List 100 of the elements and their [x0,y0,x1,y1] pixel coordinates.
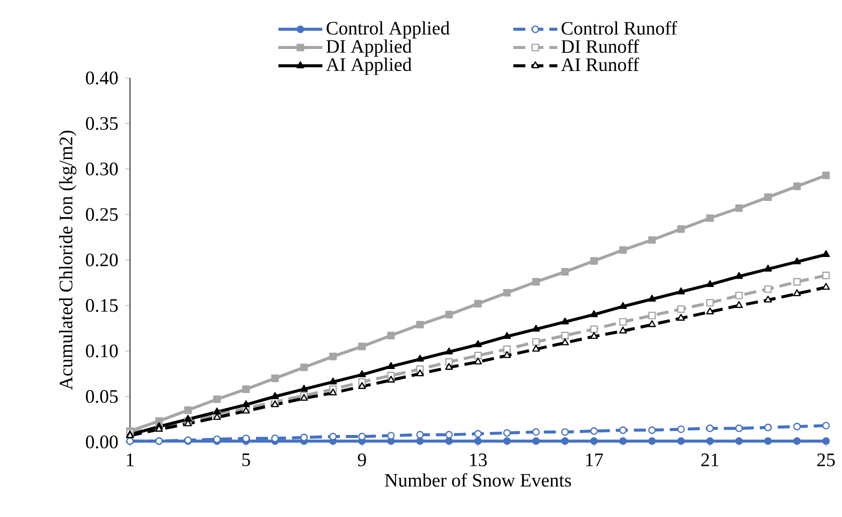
point [735,292,743,300]
point [416,437,424,445]
legend-label: AI Runoff [561,58,640,72]
point [706,298,714,307]
point [648,426,656,434]
point [561,437,569,445]
point [677,437,685,445]
point [474,437,482,445]
point [822,437,830,445]
point [822,272,830,280]
point [822,282,830,290]
point [445,310,453,318]
point [793,422,801,430]
point [735,437,743,445]
x-tick-label: 17 [586,454,603,466]
legend-label: DI Runoff [561,39,640,53]
y-tick-label: 0.15 [86,299,118,312]
y-tick-label: 0.35 [86,117,118,130]
point [619,302,627,309]
point [706,307,714,314]
point [532,428,540,436]
point [387,362,395,369]
legend-label: DI Applied [326,39,412,57]
point [764,193,772,201]
point [619,326,627,334]
point [648,312,656,320]
x-tick-label: 5 [242,454,250,466]
y-tick-label: 0.25 [86,208,118,221]
point [242,385,250,394]
point [416,369,424,376]
point [648,437,656,445]
point [503,437,511,445]
point [590,310,598,318]
point [735,301,743,308]
x-tick-label: 9 [358,454,366,466]
legend-label: AI Applied [326,58,412,75]
point [735,424,743,432]
point [387,432,395,440]
y-tick-label: 0.20 [86,254,118,266]
point [590,325,598,333]
point [416,320,424,328]
point [677,305,685,313]
point [416,430,424,439]
point [445,348,453,354]
point [271,374,279,382]
legend-label: Control Runoff [562,21,678,35]
y-tick-label: 0.05 [86,390,118,403]
point [677,314,685,321]
point [619,437,627,445]
point [648,294,656,302]
point [474,358,482,364]
x-tick-label: 21 [701,454,718,466]
point [822,172,830,180]
point [474,352,482,360]
x-tick-label: 13 [470,454,487,466]
legend-label: Control Applied [326,21,450,38]
point [213,395,221,404]
point [503,288,511,297]
point [532,338,540,346]
point [793,278,801,286]
point [474,300,482,308]
point [706,437,714,445]
point [648,236,656,244]
point [329,432,337,440]
point [590,257,598,265]
point [619,318,627,326]
point [416,354,424,362]
point [358,342,366,350]
point [793,437,801,445]
point [677,225,685,233]
point [532,324,540,332]
point [735,272,743,279]
point [619,246,627,254]
point [561,338,569,346]
point [648,320,656,328]
point [184,406,192,414]
point [532,278,540,286]
point [213,408,221,414]
x-axis-title: Number of Snow Events [384,473,571,487]
point [561,268,569,276]
point [387,376,395,383]
point [822,250,830,258]
point [474,430,482,438]
y-tick-label: 0.00 [86,436,118,448]
point [329,378,337,384]
point [590,427,598,435]
point [561,428,569,436]
point [503,351,511,358]
point [590,437,598,445]
y-tick-label: 0.10 [86,344,118,358]
point [474,340,482,348]
point [735,204,743,212]
point [764,285,772,293]
point [677,425,685,434]
point [706,214,714,222]
point [329,388,337,396]
point [764,437,772,445]
point [793,257,801,264]
point [822,422,830,430]
point [445,362,453,370]
